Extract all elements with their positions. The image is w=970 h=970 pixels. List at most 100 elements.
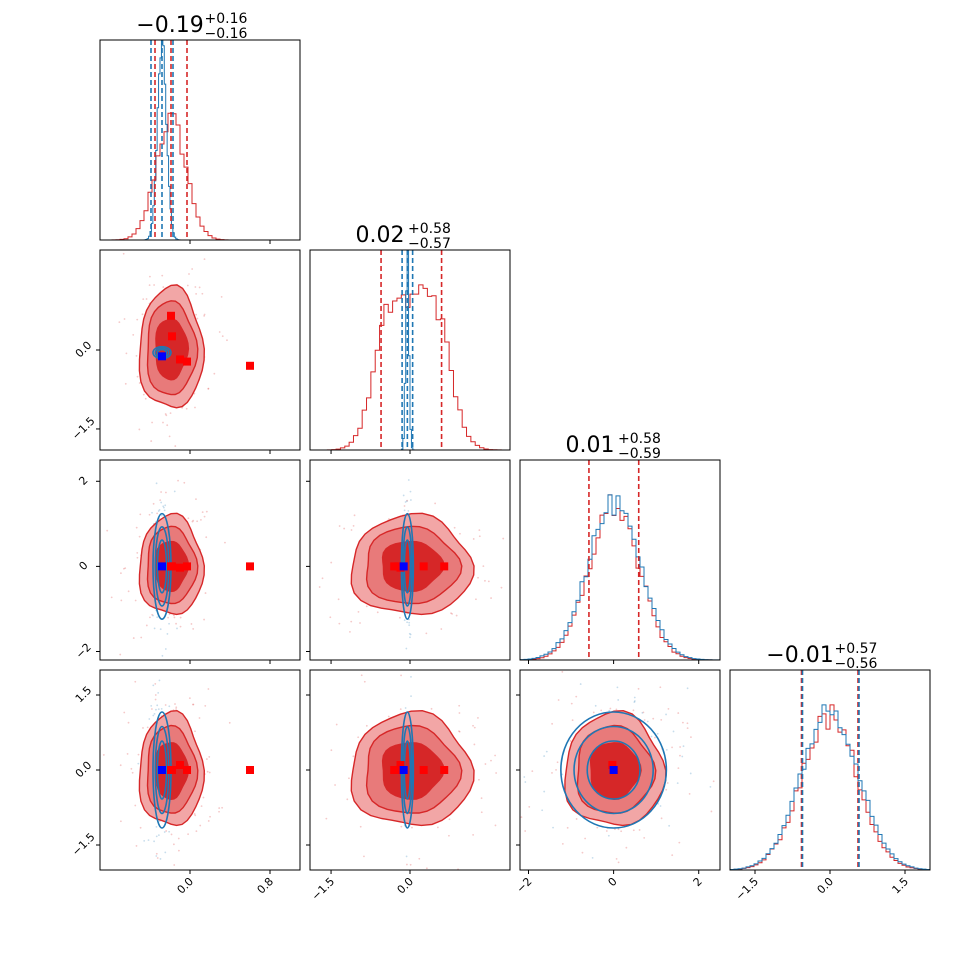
scatter-red (494, 754, 497, 757)
scatter-red (208, 756, 211, 758)
panel-3-2: −2 0 2 (514, 669, 721, 896)
scatter-blue (161, 654, 164, 657)
scatter-red (177, 837, 180, 840)
scatter-blue (517, 704, 519, 706)
scatter-red (173, 616, 176, 619)
scatter-red (409, 863, 412, 866)
scatter-red (609, 707, 612, 710)
scatter-blue (155, 482, 158, 485)
scatter-red (571, 719, 574, 722)
scatter-red (667, 707, 670, 710)
scatter-blue (157, 510, 160, 512)
scatter-blue (641, 711, 644, 714)
scatter-red (166, 424, 169, 427)
scatter-red (188, 697, 191, 700)
scatter-red (165, 491, 167, 494)
scatter-red (666, 782, 669, 784)
scatter-red (430, 707, 433, 710)
scatter-red (643, 719, 646, 721)
x-tick-label-0-1: 0.8 (255, 875, 277, 897)
marker-red-2 (176, 563, 184, 572)
scatter-red (418, 857, 421, 860)
scatter-red (136, 551, 139, 554)
scatter-red (399, 616, 401, 619)
scatter-red (357, 736, 360, 739)
scatter-red (363, 855, 365, 858)
scatter-red (155, 852, 158, 855)
scatter-blue (405, 647, 408, 650)
scatter-red (141, 313, 144, 316)
scatter-red (181, 406, 184, 409)
scatter-blue (409, 636, 411, 639)
scatter-red (120, 572, 122, 575)
marker-blue-0 (158, 562, 166, 571)
scatter-red (190, 623, 193, 625)
scatter-red (596, 826, 599, 829)
marker-red-0 (394, 766, 403, 774)
scatter-red (458, 712, 461, 714)
scatter-red (450, 612, 452, 615)
scatter-red (570, 702, 573, 705)
scatter-red (179, 625, 182, 628)
scatter-red (130, 767, 133, 770)
scatter-red (203, 313, 206, 316)
scatter-blue (617, 699, 620, 701)
scatter-blue (156, 616, 159, 619)
scatter-blue (608, 709, 611, 712)
scatter-red (287, 557, 289, 559)
scatter-red (520, 816, 523, 818)
scatter-red (173, 864, 176, 866)
scatter-red (581, 851, 584, 854)
scatter-red (357, 610, 360, 613)
scatter-red (192, 703, 195, 706)
scatter-red (652, 717, 655, 720)
panel-content-3-0 (102, 679, 254, 875)
y-tick-label-2-0: −2 (73, 641, 94, 662)
scatter-blue (665, 713, 667, 716)
scatter-red (660, 817, 663, 820)
scatter-blue (541, 809, 544, 812)
scatter-red (690, 736, 692, 739)
diag-title-plus-3: +0.57 (835, 641, 878, 657)
scatter-red (181, 873, 183, 875)
scatter-red (205, 758, 208, 760)
panel-content-1-1 (310, 250, 510, 450)
scatter-red (188, 273, 190, 275)
scatter-red (632, 829, 635, 832)
scatter-red (660, 718, 663, 721)
scatter-red (406, 863, 408, 866)
scatter-red (145, 624, 148, 627)
scatter-red (135, 526, 138, 529)
scatter-red (196, 317, 199, 320)
scatter-blue (160, 514, 163, 517)
scatter-red (478, 535, 481, 538)
scatter-red (712, 780, 715, 783)
scatter-blue (168, 705, 171, 708)
scatter-red (338, 622, 341, 625)
scatter-red (164, 704, 167, 706)
scatter-blue (152, 684, 155, 687)
scatter-red (330, 561, 333, 564)
scatter-blue (160, 708, 163, 710)
scatter-blue (409, 490, 412, 493)
axis-frame-2-0 (99, 459, 301, 661)
scatter-red (207, 688, 210, 690)
scatter-blue (410, 675, 412, 678)
scatter-red (473, 743, 476, 746)
scatter-red (194, 286, 197, 288)
scatter-red (188, 233, 190, 235)
scatter-red (451, 612, 454, 615)
scatter-red (406, 499, 409, 502)
scatter-blue (408, 651, 410, 653)
y-tick-label-1-0: −1.5 (69, 414, 97, 442)
scatter-red (119, 764, 122, 767)
scatter-red (478, 778, 480, 781)
scatter-red (615, 857, 618, 860)
scatter-blue (157, 834, 160, 837)
scatter-red (349, 631, 351, 633)
scatter-red (502, 537, 505, 540)
scatter-blue (523, 776, 526, 778)
scatter-blue (543, 790, 546, 793)
marker-blue-0 (158, 766, 166, 774)
scatter-blue (633, 701, 636, 703)
